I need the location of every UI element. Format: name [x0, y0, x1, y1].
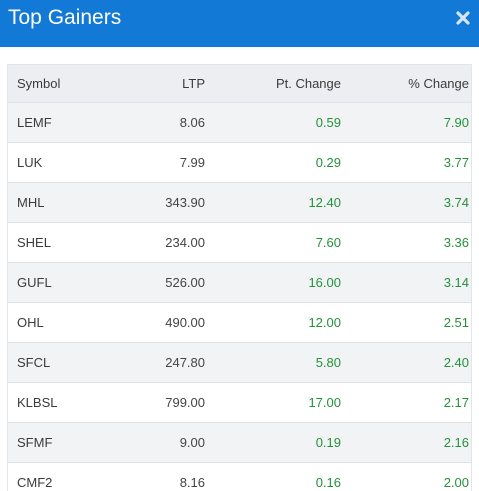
cell-pct-change: 2.00	[341, 462, 469, 491]
cell-ltp: 234.00	[125, 222, 205, 263]
cell-ltp: 8.16	[125, 462, 205, 491]
table-row[interactable]: SHEL 234.00 7.60 3.36	[8, 222, 471, 263]
column-header-pct-change[interactable]: % Change	[341, 65, 469, 103]
cell-pt-change: 7.60	[205, 222, 341, 263]
cell-pct-change: 2.17	[341, 382, 469, 423]
cell-symbol[interactable]: KLBSL	[8, 382, 125, 423]
table-row[interactable]: SFMF 9.00 0.19 2.16	[8, 422, 471, 463]
cell-ltp: 7.99	[125, 142, 205, 183]
table-body: LEMF 8.06 0.59 7.90 LUK 7.99 0.29 3.77 MHL 343.90…	[8, 102, 471, 491]
close-icon[interactable]	[453, 8, 473, 28]
row-spacer	[469, 302, 471, 343]
cell-symbol[interactable]: SFMF	[8, 422, 125, 463]
cell-pt-change: 5.80	[205, 342, 341, 383]
cell-ltp: 526.00	[125, 262, 205, 303]
cell-pt-change: 12.40	[205, 182, 341, 223]
table-row[interactable]: SFCL 247.80 5.80 2.40	[8, 342, 471, 383]
cell-pt-change: 0.19	[205, 422, 341, 463]
row-spacer	[469, 262, 471, 303]
row-spacer	[469, 342, 471, 383]
modal-title: Top Gainers	[8, 6, 122, 29]
row-spacer	[469, 382, 471, 423]
cell-ltp: 490.00	[125, 302, 205, 343]
row-spacer	[469, 142, 471, 183]
cell-pt-change: 0.29	[205, 142, 341, 183]
cell-symbol[interactable]: SFCL	[8, 342, 125, 383]
table-row[interactable]: CMF2 8.16 0.16 2.00	[8, 462, 471, 491]
cell-pct-change: 3.77	[341, 142, 469, 183]
column-spacer	[469, 65, 471, 103]
table-row[interactable]: KLBSL 799.00 17.00 2.17	[8, 382, 471, 423]
cell-pt-change: 0.59	[205, 102, 341, 143]
column-header-pt-change[interactable]: Pt. Change	[205, 65, 341, 103]
table-row[interactable]: LEMF 8.06 0.59 7.90	[8, 102, 471, 143]
cell-ltp: 343.90	[125, 182, 205, 223]
cell-symbol[interactable]: LUK	[8, 142, 125, 183]
cell-symbol[interactable]: CMF2	[8, 462, 125, 491]
row-spacer	[469, 182, 471, 223]
cell-pt-change: 17.00	[205, 382, 341, 423]
cell-pct-change: 3.36	[341, 222, 469, 263]
cell-pct-change: 2.40	[341, 342, 469, 383]
cell-pct-change: 3.14	[341, 262, 469, 303]
column-header-ltp[interactable]: LTP	[125, 65, 205, 103]
row-spacer	[469, 462, 471, 491]
cell-symbol[interactable]: OHL	[8, 302, 125, 343]
table-row[interactable]: LUK 7.99 0.29 3.77	[8, 142, 471, 183]
cell-ltp: 8.06	[125, 102, 205, 143]
table-row[interactable]: MHL 343.90 12.40 3.74	[8, 182, 471, 223]
cell-ltp: 799.00	[125, 382, 205, 423]
cell-ltp: 9.00	[125, 422, 205, 463]
cell-symbol[interactable]: GUFL	[8, 262, 125, 303]
cell-pt-change: 0.16	[205, 462, 341, 491]
cell-symbol[interactable]: MHL	[8, 182, 125, 223]
cell-symbol[interactable]: LEMF	[8, 102, 125, 143]
gainers-table-panel: Symbol LTP Pt. Change % Change LEMF 8.06 0…	[7, 64, 472, 491]
row-spacer	[469, 422, 471, 463]
cell-pct-change: 2.16	[341, 422, 469, 463]
cell-symbol[interactable]: SHEL	[8, 222, 125, 263]
cell-pct-change: 2.51	[341, 302, 469, 343]
cell-pt-change: 16.00	[205, 262, 341, 303]
row-spacer	[469, 102, 471, 143]
cell-pct-change: 3.74	[341, 182, 469, 223]
column-header-symbol[interactable]: Symbol	[8, 65, 125, 103]
row-spacer	[469, 222, 471, 263]
cell-pct-change: 7.90	[341, 102, 469, 143]
cell-ltp: 247.80	[125, 342, 205, 383]
gainers-table: Symbol LTP Pt. Change % Change LEMF 8.06 0…	[8, 65, 471, 491]
table-row[interactable]: OHL 490.00 12.00 2.51	[8, 302, 471, 343]
cell-pt-change: 12.00	[205, 302, 341, 343]
table-header-row: Symbol LTP Pt. Change % Change	[8, 65, 471, 103]
modal-header: Top Gainers	[0, 0, 479, 47]
table-row[interactable]: GUFL 526.00 16.00 3.14	[8, 262, 471, 303]
